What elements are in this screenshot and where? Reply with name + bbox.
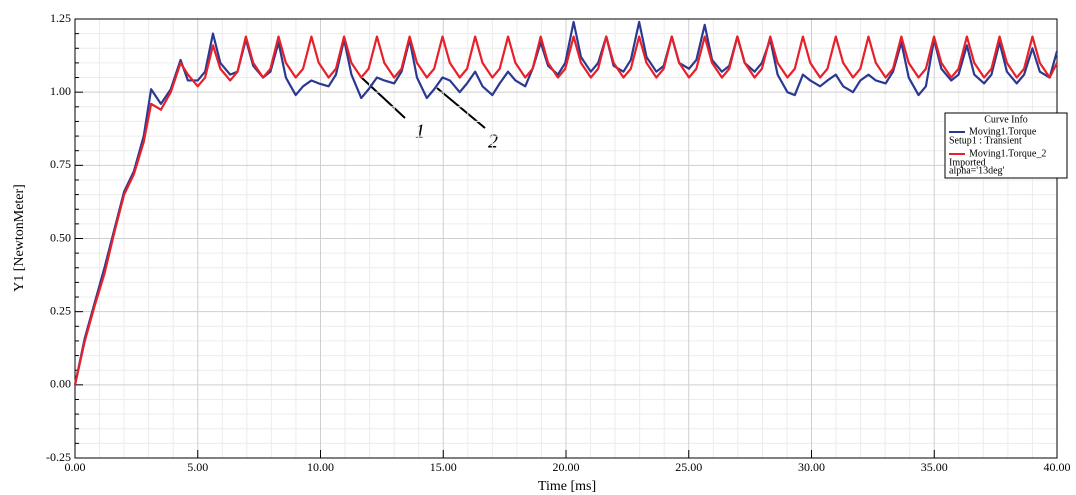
y-tick-label: 0.75 [50, 157, 71, 171]
x-tick-label: 25.00 [675, 460, 702, 474]
y-tick-label: 0.50 [50, 230, 71, 244]
plot: 0.00 5.00 10.00 15.00 20.00 25.00 30.00 35.00 40… [46, 11, 1071, 474]
y-tick-label: 0.25 [50, 303, 71, 317]
x-tick-label: 5.00 [187, 460, 208, 474]
legend-sublabel: Imported [949, 157, 986, 168]
x-tick-label: 35.00 [921, 460, 948, 474]
x-tick-label: 10.00 [307, 460, 334, 474]
legend-box [944, 112, 1068, 179]
x-tick-label: 0.00 [65, 460, 86, 474]
x-tick-label: 20.00 [553, 460, 580, 474]
legend-label: Moving1.Torque [969, 126, 1037, 137]
x-tick-label: 40.00 [1044, 460, 1071, 474]
series-line [73, 35, 1058, 386]
x-tick-label: 30.00 [798, 460, 825, 474]
y-tick-label: -0.25 [46, 450, 71, 464]
x-axis-label: Time [ms] [538, 479, 596, 494]
legend-sublabel: Setup1 : Transient [949, 135, 1022, 146]
annotation: 1 [415, 121, 425, 143]
plot-frame [74, 18, 1058, 459]
legend-title: Curve Info [984, 114, 1028, 125]
y-tick-label: 1.00 [50, 84, 71, 98]
legend-sublabel: alpha='13deg' [949, 165, 1005, 176]
legend-label: Moving1.Torque_2 [969, 148, 1046, 159]
annotation: 2 [488, 131, 498, 153]
y-axis-label: Y1 [NewtonMeter] [12, 184, 27, 292]
y-tick-label: 0.00 [50, 377, 71, 391]
x-tick-label: 15.00 [430, 460, 457, 474]
y-tick-label: 1.25 [50, 11, 71, 25]
